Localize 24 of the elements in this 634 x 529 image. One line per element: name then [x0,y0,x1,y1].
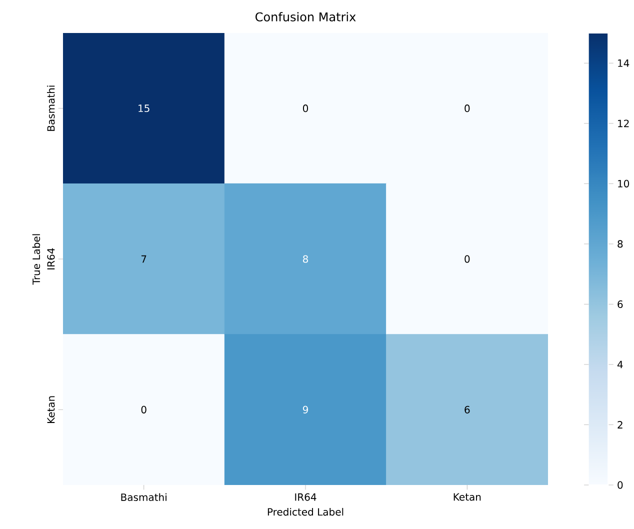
data-label: 9 [302,406,308,414]
data-label: 7 [141,255,146,263]
x-axis-title: Predicted Label [268,508,344,516]
y-tick-label: IR64 [47,248,55,270]
color-bar-label: 8 [618,240,623,248]
color-bar-label: 14 [618,60,630,67]
color-bar-label: 6 [618,300,623,308]
color-bar-label: 10 [618,180,630,188]
x-tick-label: Basmathi [121,493,166,502]
x-tick-label: IR64 [295,493,316,501]
data-label: 6 [464,406,470,414]
y-tick-label: Ketan [47,396,55,423]
color-bar-label: 4 [617,360,623,368]
data-label: 8 [302,255,308,263]
data-label: 0 [464,255,470,263]
color-bar-label: 2 [618,421,622,428]
color-bar-label: 0 [618,481,623,489]
y-tick-label: Basmathi [47,86,55,131]
data-label: 0 [302,104,308,112]
data-label: 0 [464,104,470,112]
y-axis-title: True Label [32,234,40,285]
color-bar-label: 12 [618,120,629,128]
chart-title: Confusion Matrix [256,12,356,22]
x-tick-label: Ketan [454,493,481,501]
